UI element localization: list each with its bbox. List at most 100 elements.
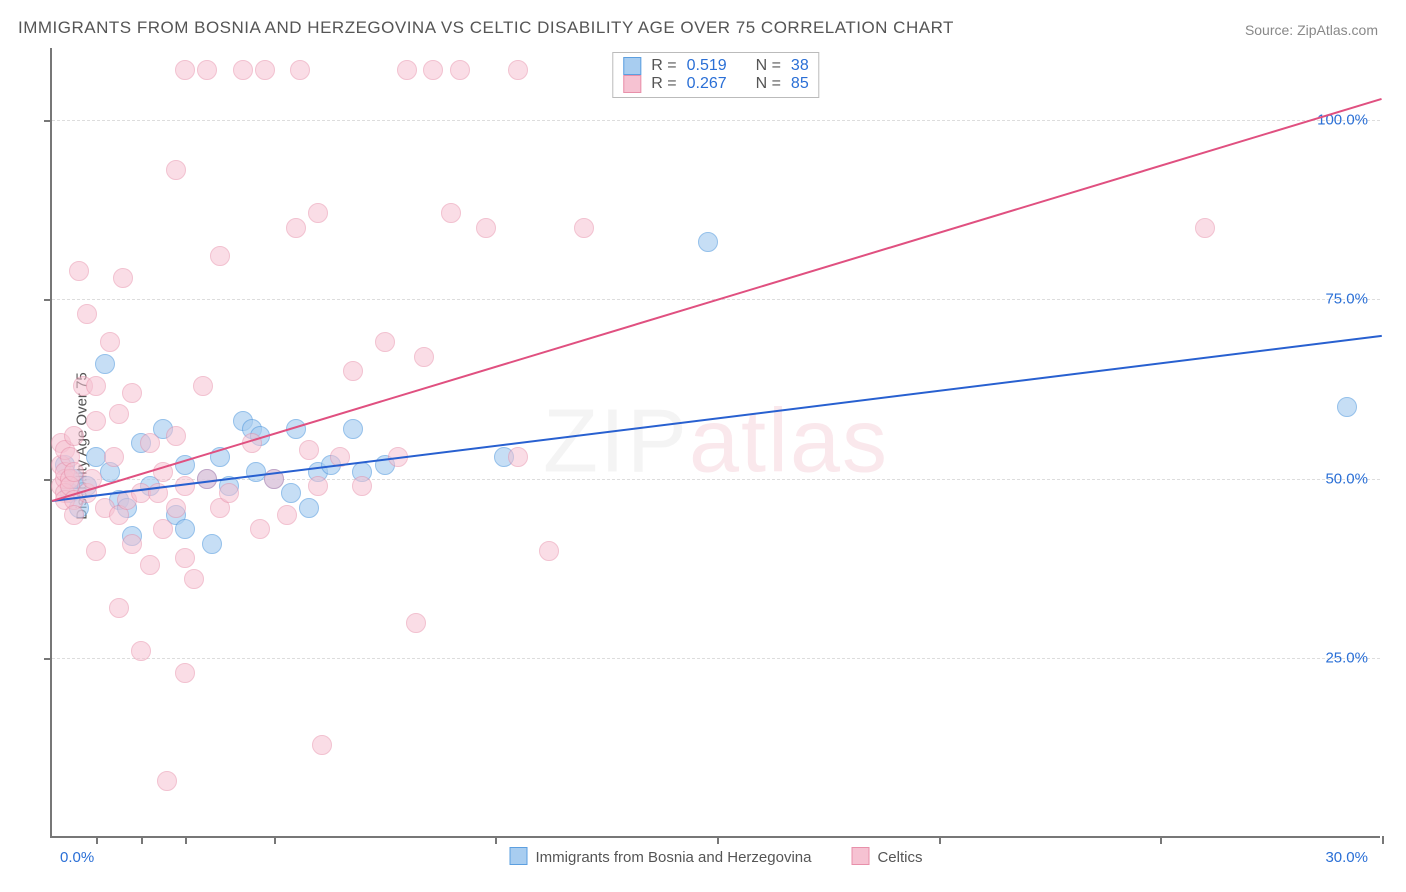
data-point-pink xyxy=(166,160,186,180)
x-tick xyxy=(1382,836,1384,844)
data-point-pink xyxy=(166,426,186,446)
legend-item: Immigrants from Bosnia and Herzegovina xyxy=(510,847,812,866)
data-point-blue xyxy=(95,354,115,374)
chart-title: IMMIGRANTS FROM BOSNIA AND HERZEGOVINA V… xyxy=(18,18,954,38)
data-point-blue xyxy=(1337,397,1357,417)
x-tick xyxy=(939,836,941,844)
trend-line-pink xyxy=(52,98,1383,502)
r-value: 0.267 xyxy=(687,75,727,93)
x-tick xyxy=(717,836,719,844)
r-value: 0.519 xyxy=(687,57,727,75)
data-point-pink xyxy=(414,347,434,367)
source-link[interactable]: ZipAtlas.com xyxy=(1297,22,1378,38)
data-point-pink xyxy=(574,218,594,238)
x-min-label: 0.0% xyxy=(60,849,94,866)
r-label: R = xyxy=(651,75,676,93)
data-point-pink xyxy=(406,613,426,633)
data-point-pink xyxy=(308,203,328,223)
data-point-pink xyxy=(255,60,275,80)
data-point-blue xyxy=(299,498,319,518)
data-point-blue xyxy=(281,483,301,503)
series-legend: Immigrants from Bosnia and Herzegovina Ce… xyxy=(510,847,923,866)
data-point-pink xyxy=(423,60,443,80)
data-point-pink xyxy=(175,663,195,683)
data-point-pink xyxy=(166,498,186,518)
legend-swatch xyxy=(851,847,869,865)
gridline xyxy=(52,120,1380,121)
data-point-pink xyxy=(86,411,106,431)
data-point-pink xyxy=(193,376,213,396)
data-point-pink xyxy=(343,361,363,381)
data-point-pink xyxy=(508,447,528,467)
data-point-pink xyxy=(69,261,89,281)
data-point-pink xyxy=(441,203,461,223)
data-point-blue xyxy=(343,419,363,439)
data-point-pink xyxy=(100,332,120,352)
y-tick xyxy=(44,479,52,481)
data-point-pink xyxy=(131,641,151,661)
data-point-pink xyxy=(175,60,195,80)
n-label: N = xyxy=(756,75,781,93)
chart-container: IMMIGRANTS FROM BOSNIA AND HERZEGOVINA V… xyxy=(0,0,1406,892)
correlation-legend: R = 0.519 N = 38R = 0.267 N = 85 xyxy=(612,52,819,98)
x-tick xyxy=(495,836,497,844)
y-tick-label: 75.0% xyxy=(1325,291,1368,308)
data-point-pink xyxy=(77,304,97,324)
data-point-pink xyxy=(140,555,160,575)
watermark-b: atlas xyxy=(689,392,889,492)
watermark-a: ZIP xyxy=(543,392,689,492)
n-value: 38 xyxy=(791,57,809,75)
x-tick-minor xyxy=(141,838,143,844)
data-point-pink xyxy=(86,376,106,396)
x-max-label: 30.0% xyxy=(1325,849,1368,866)
data-point-pink xyxy=(64,505,84,525)
data-point-pink xyxy=(113,268,133,288)
legend-label: Immigrants from Bosnia and Herzegovina xyxy=(536,849,812,866)
data-point-pink xyxy=(375,332,395,352)
n-label: N = xyxy=(756,57,781,75)
legend-item: Celtics xyxy=(851,847,922,866)
data-point-pink xyxy=(308,476,328,496)
data-point-pink xyxy=(210,246,230,266)
data-point-pink xyxy=(104,447,124,467)
data-point-blue xyxy=(202,534,222,554)
data-point-pink xyxy=(508,60,528,80)
legend-swatch xyxy=(510,847,528,865)
gridline xyxy=(52,658,1380,659)
data-point-pink xyxy=(140,433,160,453)
y-tick xyxy=(44,299,52,301)
y-tick xyxy=(44,658,52,660)
data-point-pink xyxy=(157,771,177,791)
x-tick-minor xyxy=(96,838,98,844)
data-point-pink xyxy=(153,519,173,539)
data-point-pink xyxy=(352,476,372,496)
data-point-pink xyxy=(450,60,470,80)
data-point-pink xyxy=(290,60,310,80)
data-point-pink xyxy=(86,541,106,561)
data-point-pink xyxy=(397,60,417,80)
data-point-pink xyxy=(64,426,84,446)
n-value: 85 xyxy=(791,75,809,93)
data-point-pink xyxy=(299,440,319,460)
data-point-blue xyxy=(175,519,195,539)
legend-label: Celtics xyxy=(877,849,922,866)
data-point-pink xyxy=(312,735,332,755)
source-attribution: Source: ZipAtlas.com xyxy=(1245,22,1378,38)
y-tick-label: 25.0% xyxy=(1325,650,1368,667)
data-point-pink xyxy=(122,383,142,403)
data-point-pink xyxy=(476,218,496,238)
plot-area: ZIPatlas 25.0%50.0%75.0%100.0%0.0%30.0%R… xyxy=(50,48,1380,838)
source-prefix: Source: xyxy=(1245,22,1297,38)
data-point-pink xyxy=(175,548,195,568)
y-tick xyxy=(44,120,52,122)
data-point-pink xyxy=(277,505,297,525)
data-point-blue xyxy=(698,232,718,252)
data-point-pink xyxy=(286,218,306,238)
legend-swatch-blue xyxy=(623,57,641,75)
x-tick-minor xyxy=(185,838,187,844)
data-point-pink xyxy=(184,569,204,589)
data-point-pink xyxy=(539,541,559,561)
correlation-row-blue: R = 0.519 N = 38 xyxy=(623,57,808,75)
data-point-pink xyxy=(219,483,239,503)
r-label: R = xyxy=(651,57,676,75)
